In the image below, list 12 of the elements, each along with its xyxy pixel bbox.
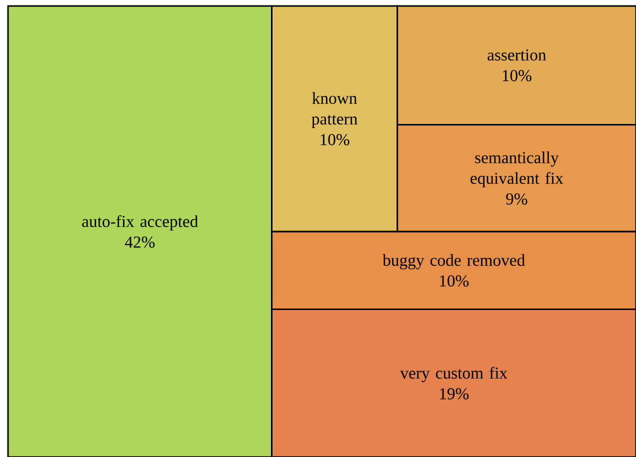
category-label: assertion <box>488 49 546 61</box>
data-label: 9% <box>506 193 528 205</box>
category-label: buggy code removed <box>382 254 525 270</box>
category-label: very custom fix <box>400 366 508 382</box>
data-label: 10% <box>320 134 350 146</box>
category-label: semantically equivalent fix <box>470 152 564 188</box>
data-label: 10% <box>502 70 532 82</box>
category-label: auto-fix accepted <box>82 215 198 230</box>
category-label: known pattern <box>312 92 358 128</box>
data-label: 42% <box>124 236 155 248</box>
data-label: 10% <box>440 275 469 287</box>
data-label: 19% <box>440 388 469 400</box>
